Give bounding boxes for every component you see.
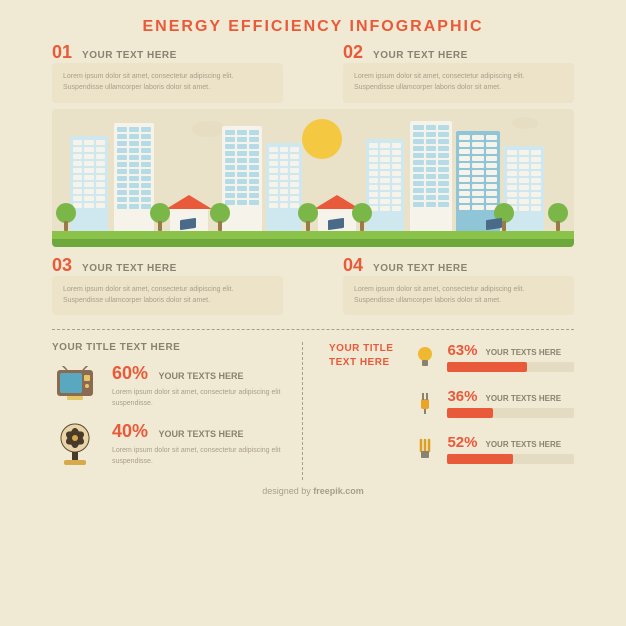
bar-label: YOUR TEXTS HERE xyxy=(485,440,561,449)
stats-row: YOUR TITLE TEXT HERE 60% YOUR TEXTS HERE… xyxy=(0,330,626,480)
block-head: 02 YOUR TEXT HERE xyxy=(343,42,574,63)
block-title: YOUR TEXT HERE xyxy=(373,263,468,274)
solar-panel-icon xyxy=(328,218,344,230)
road xyxy=(52,239,574,247)
bar-fill xyxy=(447,362,527,372)
block-number: 02 xyxy=(343,42,363,63)
city-scene xyxy=(52,109,574,247)
block-number: 04 xyxy=(343,255,363,276)
stat-label: YOUR TEXTS HERE xyxy=(158,371,243,381)
bar-row: 52% YOUR TEXTS HERE xyxy=(413,434,574,464)
bulb-icon xyxy=(413,345,437,369)
footer-attribution: designed by freepik.com xyxy=(0,486,626,496)
fan-icon xyxy=(52,421,98,467)
top-blocks-row: 01 YOUR TEXT HERE Lorem ipsum dolor sit … xyxy=(0,36,626,103)
bar-row: 36% YOUR TEXTS HERE xyxy=(413,388,574,418)
plug-icon xyxy=(413,391,437,415)
bar-label: YOUR TEXTS HERE xyxy=(485,394,561,403)
block-body: Lorem ipsum dolor sit amet, consectetur … xyxy=(343,63,574,103)
tree-icon xyxy=(210,201,230,231)
block-head: 03 YOUR TEXT HERE xyxy=(52,255,283,276)
stat-item: 60% YOUR TEXTS HERE Lorem ipsum dolor si… xyxy=(52,363,302,409)
block-01: 01 YOUR TEXT HERE Lorem ipsum dolor sit … xyxy=(52,42,283,103)
building xyxy=(114,123,154,231)
bar-track xyxy=(447,454,574,464)
tree-icon xyxy=(352,201,372,231)
block-body: Lorem ipsum dolor sit amet, consectetur … xyxy=(52,276,283,316)
bar-label: YOUR TEXTS HERE xyxy=(485,348,561,357)
block-title: YOUR TEXT HERE xyxy=(82,50,177,61)
block-04: 04 YOUR TEXT HERE Lorem ipsum dolor sit … xyxy=(343,255,574,316)
tree-icon xyxy=(298,201,318,231)
block-body: Lorem ipsum dolor sit amet, consectetur … xyxy=(52,63,283,103)
stats-left-title: YOUR TITLE TEXT HERE xyxy=(52,342,302,353)
footer-pre: designed by xyxy=(262,486,313,496)
bottom-blocks-row: 03 YOUR TEXT HERE Lorem ipsum dolor sit … xyxy=(0,247,626,316)
tv-icon xyxy=(52,363,98,409)
solar-panel-icon xyxy=(486,218,502,230)
tree-icon xyxy=(56,201,76,231)
stat-body: Lorem ipsum dolor sit amet, consectetur … xyxy=(112,388,302,409)
stats-right-title: YOUR TITLE TEXT HERE xyxy=(329,342,393,470)
stat-percentage: 60% xyxy=(112,363,148,383)
block-number: 01 xyxy=(52,42,72,63)
block-title: YOUR TEXT HERE xyxy=(373,50,468,61)
block-title: YOUR TEXT HERE xyxy=(82,263,177,274)
block-head: 01 YOUR TEXT HERE xyxy=(52,42,283,63)
stat-body: Lorem ipsum dolor sit amet, consectetur … xyxy=(112,446,302,467)
solar-panel-icon xyxy=(180,218,196,230)
footer-brand: freepik.com xyxy=(313,486,364,496)
stat-label: YOUR TEXTS HERE xyxy=(158,429,243,439)
building xyxy=(410,121,452,231)
bar-row: 63% YOUR TEXTS HERE xyxy=(413,342,574,372)
cloud xyxy=(512,117,538,129)
block-body: Lorem ipsum dolor sit amet, consectetur … xyxy=(343,276,574,316)
block-number: 03 xyxy=(52,255,72,276)
block-02: 02 YOUR TEXT HERE Lorem ipsum dolor sit … xyxy=(343,42,574,103)
stats-left-panel: YOUR TITLE TEXT HERE 60% YOUR TEXTS HERE… xyxy=(52,342,302,480)
bar-track xyxy=(447,362,574,372)
stat-item: 40% YOUR TEXTS HERE Lorem ipsum dolor si… xyxy=(52,421,302,467)
tree-icon xyxy=(150,201,170,231)
building xyxy=(266,143,302,231)
stat-percentage: 40% xyxy=(112,421,148,441)
tree-icon xyxy=(548,201,568,231)
page-title: ENERGY EFFICIENCY INFOGRAPHIC xyxy=(0,0,626,36)
stats-right-panel: YOUR TITLE TEXT HERE 63% YOUR TEXTS HERE… xyxy=(302,342,574,480)
infographic-page: ENERGY EFFICIENCY INFOGRAPHIC 01 YOUR TE… xyxy=(0,0,626,626)
cloud xyxy=(192,121,226,137)
bar-percentage: 52% xyxy=(447,434,477,451)
cfl-icon xyxy=(413,437,437,461)
bar-track xyxy=(447,408,574,418)
sun-icon xyxy=(302,119,342,159)
bar-fill xyxy=(447,454,513,464)
bar-percentage: 63% xyxy=(447,342,477,359)
bar-fill xyxy=(447,408,493,418)
bar-percentage: 36% xyxy=(447,388,477,405)
block-03: 03 YOUR TEXT HERE Lorem ipsum dolor sit … xyxy=(52,255,283,316)
block-head: 04 YOUR TEXT HERE xyxy=(343,255,574,276)
